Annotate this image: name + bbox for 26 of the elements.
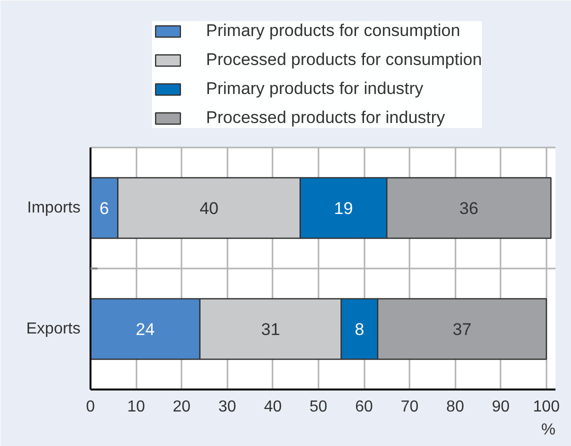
x-tick-label: 10: [127, 398, 146, 416]
x-tick-label: 90: [492, 398, 510, 416]
data-label: 6: [99, 199, 109, 218]
y-tick-label: Exports: [26, 320, 81, 338]
x-tick-label: 30: [218, 398, 236, 416]
x-tick-label: 60: [355, 398, 374, 416]
x-tick-label: 100: [533, 398, 560, 416]
data-label: 24: [136, 320, 155, 339]
legend-label: Processed products for consumption: [206, 50, 482, 70]
legend-label: Processed products for industry: [206, 108, 446, 128]
x-tick-label: 70: [400, 398, 419, 416]
x-tick-label: 80: [446, 398, 464, 416]
x-tick-label: 20: [172, 398, 191, 416]
data-label: 36: [459, 199, 478, 218]
data-label: 40: [200, 199, 218, 218]
x-tick-label: 0: [86, 398, 96, 416]
data-label: 8: [354, 320, 364, 339]
x-axis-title: %: [541, 422, 556, 438]
data-label: 19: [334, 199, 353, 218]
data-label: 31: [261, 320, 280, 339]
x-tick-label: 40: [264, 398, 282, 416]
x-tick-label: 50: [310, 398, 328, 416]
legend-label: Primary products for consumption: [206, 21, 460, 41]
legend-label: Primary products for industry: [206, 79, 424, 99]
y-tick-label: Imports: [27, 200, 80, 216]
data-label: 37: [452, 320, 472, 339]
